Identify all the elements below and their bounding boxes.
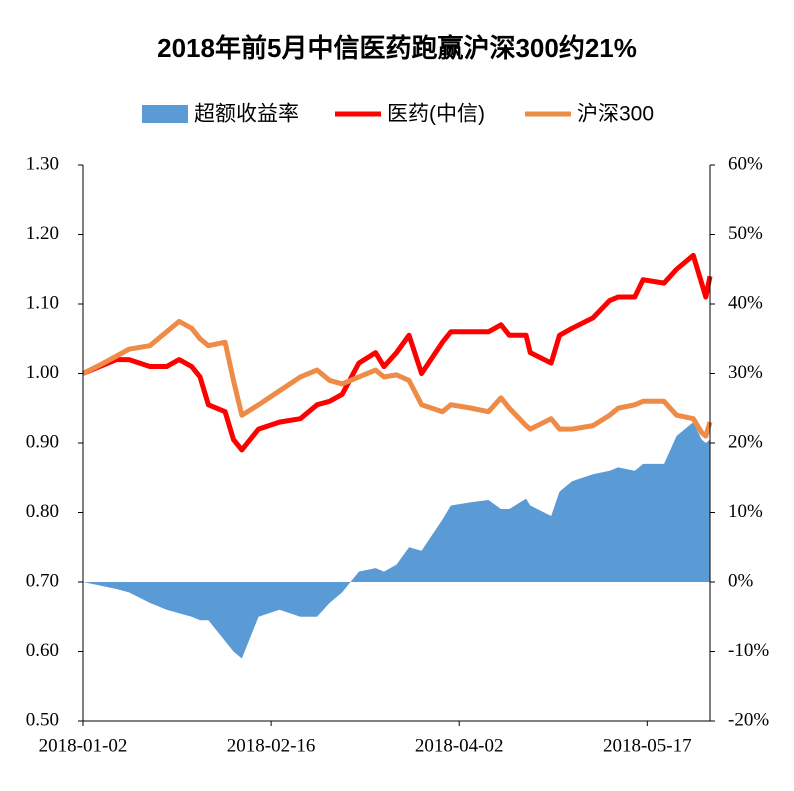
y-tick-label: 0.90 [26, 431, 59, 452]
y2-tick-label: -10% [728, 640, 769, 661]
legend-label: 医药(中信) [387, 103, 485, 126]
y-tick-label: 1.10 [26, 292, 59, 313]
y-tick-label: 1.30 [26, 153, 59, 174]
legend-label: 沪深300 [577, 103, 654, 126]
y2-tick-label: 30% [728, 362, 763, 383]
y2-tick-label: 60% [728, 153, 763, 174]
y2-tick-label: 40% [728, 292, 763, 313]
x-tick-label: 2018-04-02 [415, 735, 504, 756]
chart-title: 2018年前5月中信医药跑赢沪深300约21% [157, 33, 637, 63]
x-tick-label: 2018-01-02 [39, 735, 128, 756]
y-tick-label: 0.70 [26, 570, 59, 591]
y-tick-label: 1.20 [26, 223, 59, 244]
line [81, 318, 713, 439]
area [83, 422, 710, 659]
y-tick-label: 0.80 [26, 501, 59, 522]
y-tick-label: 1.00 [26, 362, 59, 383]
y2-tick-label: 20% [728, 431, 763, 452]
legend-label: 超额收益率 [194, 103, 299, 126]
y-tick-label: 0.50 [26, 709, 59, 730]
y2-tick-label: 50% [728, 223, 763, 244]
legend-swatch [142, 105, 188, 123]
line [82, 252, 713, 453]
x-tick-label: 2018-02-16 [227, 735, 316, 756]
y2-tick-label: 10% [728, 501, 763, 522]
y-tick-label: 0.60 [26, 640, 59, 661]
y2-tick-label: 0% [728, 570, 754, 591]
x-tick-label: 2018-05-17 [603, 735, 692, 756]
y2-tick-label: -20% [728, 709, 769, 730]
